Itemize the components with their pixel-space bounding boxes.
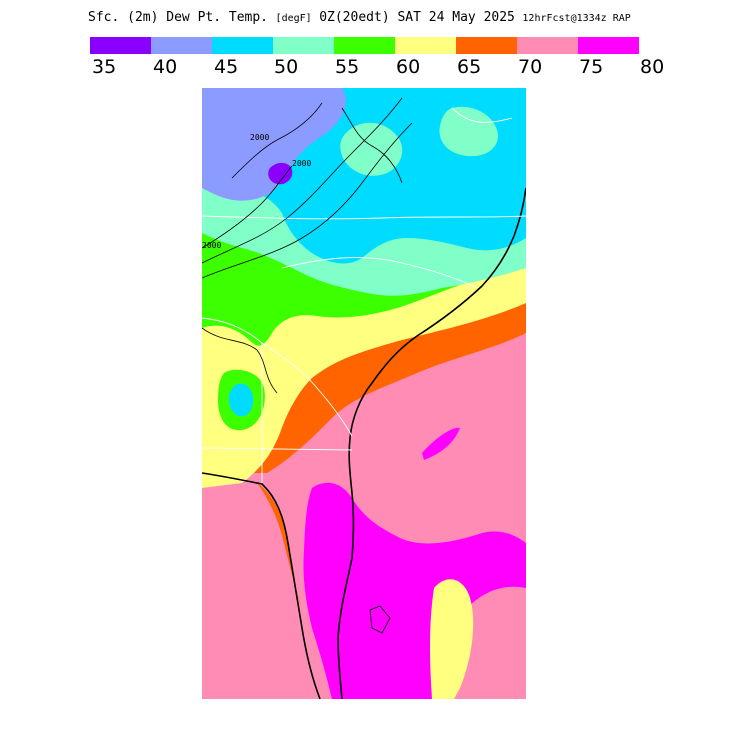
dewpoint-zone-50-55 bbox=[340, 122, 403, 176]
colorbar bbox=[90, 37, 639, 54]
dewpoint-zone-60-65 bbox=[430, 579, 474, 699]
coastline bbox=[337, 187, 526, 699]
colorbar-bin bbox=[334, 37, 395, 54]
units-text: [degF] bbox=[275, 13, 312, 24]
colorbar-tick-label: 45 bbox=[214, 56, 239, 78]
dewpoint-zone-45-50 bbox=[228, 383, 254, 417]
colorbar-bin bbox=[90, 37, 151, 54]
dewpoint-map: 2000 2000 2000 bbox=[202, 88, 526, 699]
colorbar-tick-label: 35 bbox=[92, 56, 117, 78]
elevation-contour bbox=[231, 102, 323, 179]
dewpoint-map-canvas: 2000 2000 2000 bbox=[202, 88, 526, 699]
colorbar-bin bbox=[578, 37, 639, 54]
colorbar-bin bbox=[517, 37, 578, 54]
state-boundary bbox=[202, 215, 526, 220]
valid-time-text: 0Z(20edt) SAT 24 May 2025 bbox=[319, 10, 515, 25]
elevation-contour bbox=[341, 107, 403, 184]
title-text: Sfc. (2m) Dew Pt. Temp. bbox=[88, 10, 269, 25]
colorbar-bin bbox=[273, 37, 334, 54]
map-title: Sfc. (2m) Dew Pt. Temp. [degF] 0Z(20edt)… bbox=[88, 9, 631, 25]
forecast-text: 12hrFcst@1334z RAP bbox=[522, 13, 631, 24]
colorbar-tick-label: 60 bbox=[396, 56, 421, 78]
contour-label: 2000 bbox=[202, 241, 221, 250]
colorbar-tick-label: 55 bbox=[335, 56, 360, 78]
contour-label: 2000 bbox=[292, 159, 311, 168]
colorbar-bin bbox=[395, 37, 456, 54]
elevation-contour bbox=[369, 605, 391, 634]
dewpoint-zone-75-80 bbox=[422, 427, 460, 460]
elevation-contour bbox=[202, 327, 278, 394]
state-boundary bbox=[451, 107, 513, 123]
colorbar-bin bbox=[151, 37, 212, 54]
coastline bbox=[202, 472, 321, 699]
colorbar-tick-label: 50 bbox=[274, 56, 299, 78]
elevation-contour bbox=[202, 165, 293, 249]
colorbar-bin bbox=[456, 37, 517, 54]
state-boundary bbox=[202, 317, 263, 344]
state-boundary bbox=[202, 447, 353, 451]
dewpoint-zone-50-55 bbox=[439, 106, 498, 157]
colorbar-tick-label: 75 bbox=[579, 56, 604, 78]
dewpoint-zone-70-75 bbox=[202, 483, 322, 699]
colorbar-tick-label: 70 bbox=[518, 56, 543, 78]
colorbar-tick-label: 80 bbox=[640, 56, 665, 78]
dewpoint-zone-75-80 bbox=[303, 482, 526, 699]
elevation-contour bbox=[202, 122, 413, 279]
contour-label: 2000 bbox=[250, 133, 269, 142]
elevation-contour bbox=[202, 97, 403, 264]
colorbar-tick-label: 40 bbox=[153, 56, 178, 78]
dewpoint-zone-35-40 bbox=[268, 162, 293, 185]
colorbar-tick-label: 65 bbox=[457, 56, 482, 78]
colorbar-bin bbox=[212, 37, 273, 54]
state-boundary bbox=[261, 342, 353, 437]
state-boundary bbox=[281, 257, 478, 289]
